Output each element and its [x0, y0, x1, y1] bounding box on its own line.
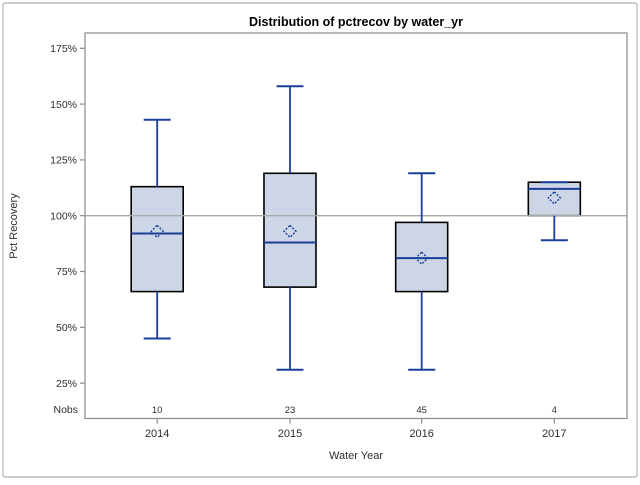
x-axis-title: Water Year: [329, 450, 383, 462]
x-category-label-2015: 2015: [278, 428, 302, 440]
mean-diamond-2015: [282, 224, 297, 239]
box-2014: [130, 185, 184, 293]
y-tick-label-50: 50%: [56, 322, 77, 334]
box-2017: [527, 181, 582, 217]
x-category-label-2014: 2014: [145, 428, 169, 440]
box-2015: [263, 172, 317, 288]
chart-layer: 175% 150% 125% 100% 75% 50% 25% 10 2014 23 2015 45 2…: [50, 32, 628, 440]
y-tick-label-100: 100%: [50, 210, 77, 222]
mean-diamond-2017: [547, 190, 562, 205]
nobs-value-2016: 45: [416, 405, 427, 416]
nobs-row-label: Nobs: [53, 404, 78, 416]
x-category-label-2016: 2016: [409, 428, 433, 440]
figure-border: [2, 2, 638, 478]
y-axis-title: Pct Recovery: [8, 193, 20, 259]
y-tick-label-150: 150%: [50, 99, 77, 111]
mean-diamond-2014: [150, 224, 165, 239]
y-tick-label-75: 75%: [56, 266, 77, 278]
nobs-value-2014: 10: [152, 405, 163, 416]
box-2016: [394, 221, 449, 293]
y-tick-label-25: 25%: [56, 378, 77, 390]
x-category-label-2017: 2017: [542, 428, 566, 440]
plot-border: [84, 32, 628, 420]
chart-title: Distribution of pctrecov by water_yr: [249, 15, 463, 29]
nobs-value-2017: 4: [552, 405, 557, 416]
mean-diamond-2016: [414, 251, 429, 266]
y-tick-label-125: 125%: [50, 155, 77, 167]
nobs-value-2015: 23: [285, 405, 296, 416]
y-tick-label-175: 175%: [50, 43, 77, 55]
